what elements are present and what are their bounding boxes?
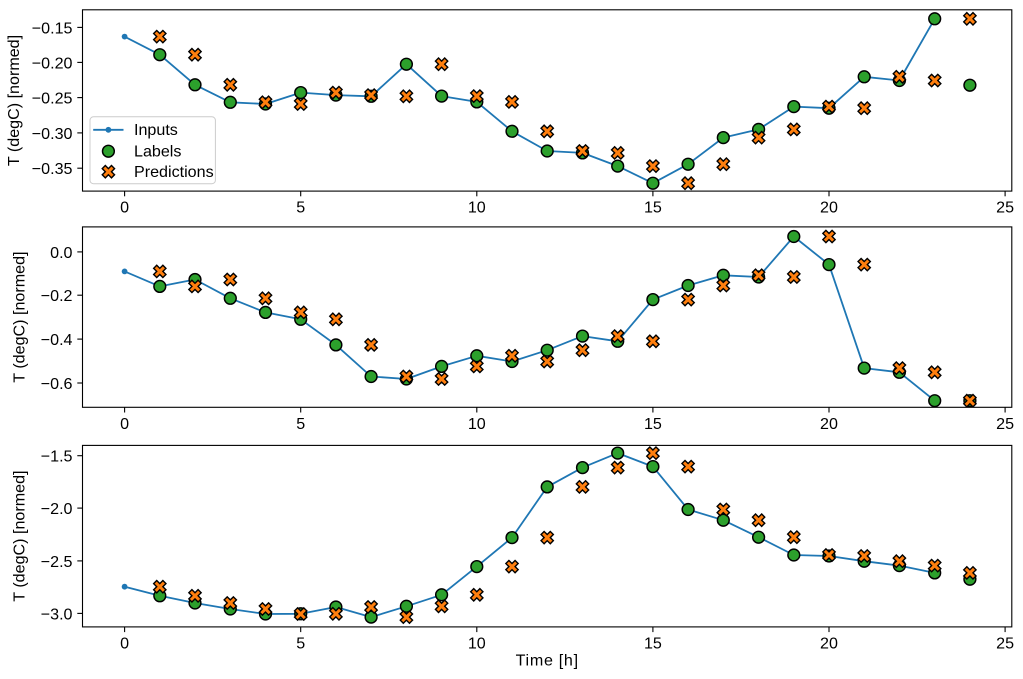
svg-text:5: 5 — [296, 635, 305, 653]
svg-text:−0.20: −0.20 — [32, 54, 73, 72]
svg-text:0: 0 — [120, 415, 129, 433]
svg-text:−3.0: −3.0 — [41, 605, 73, 623]
svg-text:−0.25: −0.25 — [32, 90, 73, 108]
svg-text:Labels: Labels — [134, 143, 181, 161]
svg-text:20: 20 — [820, 199, 838, 217]
svg-text:−0.35: −0.35 — [32, 160, 73, 178]
svg-text:−0.4: −0.4 — [41, 331, 73, 349]
svg-text:−2.0: −2.0 — [41, 500, 73, 518]
svg-text:0: 0 — [120, 635, 129, 653]
svg-text:10: 10 — [468, 635, 486, 653]
svg-text:−0.15: −0.15 — [32, 19, 73, 37]
svg-text:20: 20 — [820, 415, 838, 433]
svg-text:10: 10 — [468, 415, 486, 433]
svg-text:25: 25 — [996, 415, 1014, 433]
svg-text:−1.5: −1.5 — [41, 448, 73, 466]
svg-text:5: 5 — [296, 415, 305, 433]
svg-text:T (degC) [normed]: T (degC) [normed] — [11, 471, 29, 602]
svg-text:5: 5 — [296, 199, 305, 217]
svg-text:Predictions: Predictions — [134, 163, 214, 181]
svg-text:−0.30: −0.30 — [32, 125, 73, 143]
svg-text:15: 15 — [644, 199, 662, 217]
svg-text:−0.6: −0.6 — [41, 375, 73, 393]
svg-text:15: 15 — [644, 415, 662, 433]
svg-text:Time [h]: Time [h] — [516, 652, 579, 670]
svg-text:−2.5: −2.5 — [41, 553, 73, 571]
svg-text:−0.2: −0.2 — [41, 287, 73, 305]
svg-text:0.0: 0.0 — [50, 244, 72, 262]
svg-text:25: 25 — [996, 635, 1014, 653]
svg-text:20: 20 — [820, 635, 838, 653]
svg-text:15: 15 — [644, 635, 662, 653]
svg-text:25: 25 — [996, 199, 1014, 217]
svg-text:0: 0 — [120, 199, 129, 217]
svg-text:10: 10 — [468, 199, 486, 217]
svg-text:Inputs: Inputs — [134, 121, 178, 139]
svg-text:T (degC) [normed]: T (degC) [normed] — [5, 35, 23, 166]
svg-text:T (degC) [normed]: T (degC) [normed] — [11, 252, 29, 383]
